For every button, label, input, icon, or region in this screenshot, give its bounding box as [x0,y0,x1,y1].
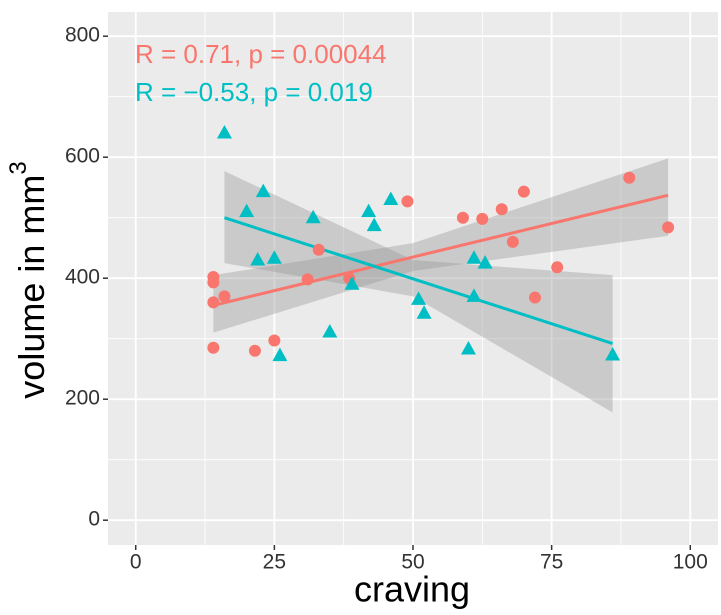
y-tick-label: 0 [88,508,100,531]
y-axis-title: volume in mm3 [5,161,51,398]
x-tick-label: 25 [263,551,286,574]
point [344,276,360,290]
point [250,252,266,266]
x-axis-title: craving [354,569,470,610]
point [623,171,636,184]
point [272,347,288,362]
point [456,211,469,224]
point [529,291,541,304]
point [662,221,675,234]
confidence-band [213,158,669,333]
y-tick-label: 400 [65,266,100,289]
x-tick-label: 0 [130,551,142,574]
point [506,235,519,248]
point [207,270,220,283]
point [517,185,530,198]
y-tick-label: 600 [65,145,100,168]
point [416,305,432,319]
y-axis-title-superscript: 3 [5,161,32,174]
point [466,250,482,264]
annotation: R = −0.53, p = 0.019 [135,77,373,107]
point [322,324,338,338]
point [268,334,281,347]
point [401,195,414,208]
point [411,291,427,305]
y-tick-label: 200 [65,387,100,410]
regression-line [223,216,614,345]
point [255,183,271,198]
point [216,124,232,139]
point [218,290,231,303]
x-tick-label: 75 [540,551,563,574]
point [361,203,377,218]
point [301,273,314,286]
point [266,250,282,264]
point [551,261,564,274]
y-axis-title-text: volume in mm [11,175,52,399]
regression-line [213,193,669,307]
point [476,212,489,225]
annotation: R = 0.71, p = 0.00044 [135,39,387,69]
point [477,255,493,269]
point [495,203,508,216]
x-tick-label: 50 [401,551,424,574]
point [207,296,220,309]
point [207,341,220,354]
point [366,217,382,232]
point [248,344,261,357]
point [383,191,399,206]
point [605,347,621,361]
point [466,288,482,302]
x-tick-label: 100 [673,551,708,574]
point [312,243,325,256]
point [239,203,255,218]
point [305,209,321,224]
point [460,340,476,355]
y-tick-label: 800 [65,24,100,47]
